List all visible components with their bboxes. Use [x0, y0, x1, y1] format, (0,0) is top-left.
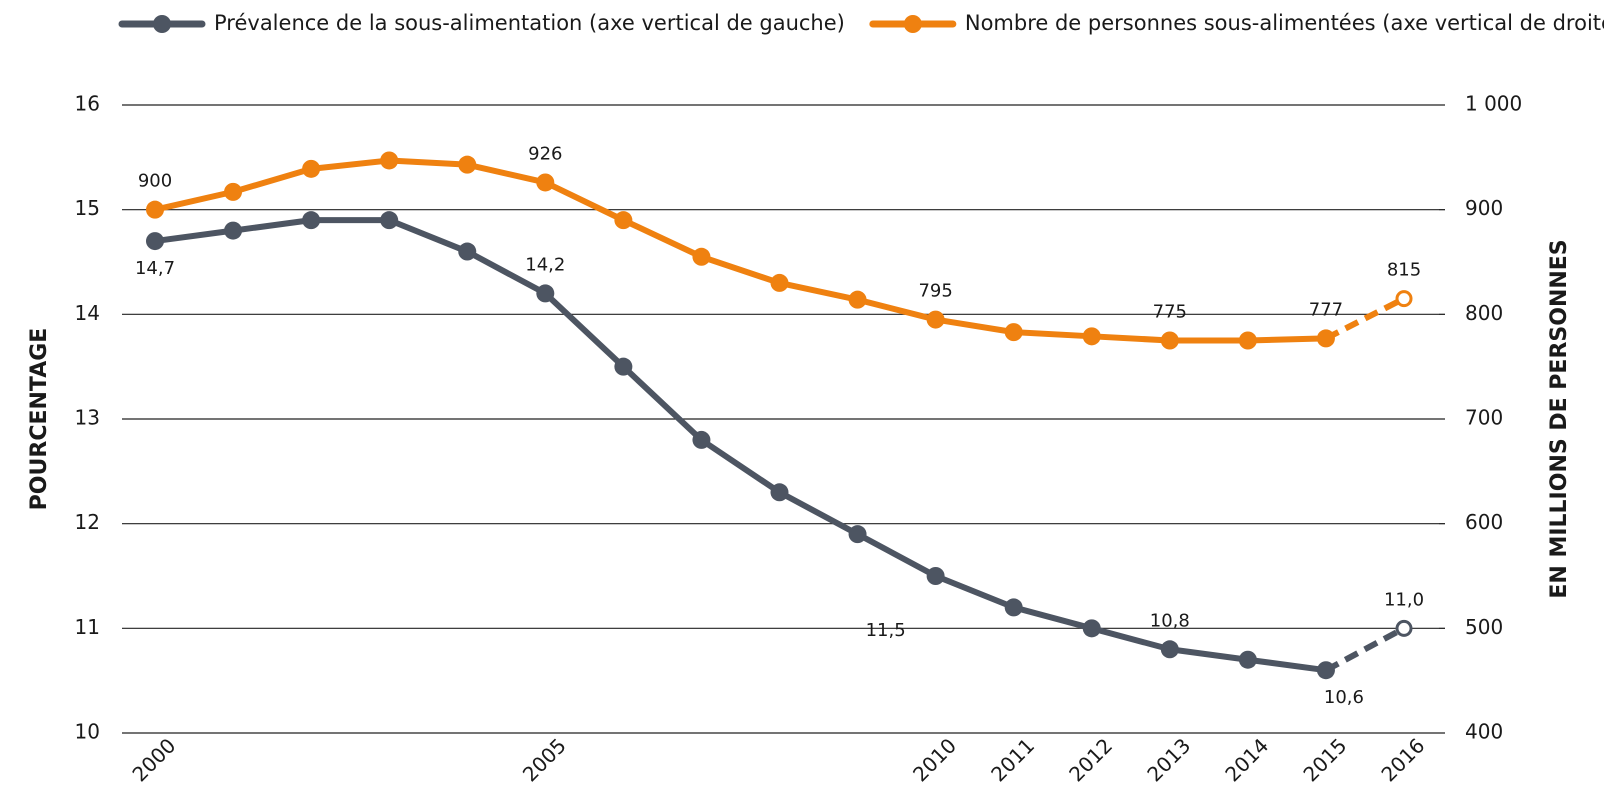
x-tick-label: 2013 [1142, 733, 1195, 786]
marker [1395, 290, 1413, 308]
marker [302, 159, 321, 178]
marker [146, 200, 164, 219]
marker [848, 290, 867, 309]
data-label: 14,7 [135, 258, 175, 279]
marker [458, 155, 477, 174]
marker [692, 247, 711, 266]
marker [926, 567, 945, 585]
legend-marker [903, 15, 922, 33]
y2-tick-label: 900 [1465, 196, 1503, 220]
y-tick-label: 15 [75, 196, 100, 220]
data-label: 14,2 [525, 254, 565, 275]
marker [614, 211, 633, 230]
y2-tick-label: 400 [1465, 720, 1503, 744]
y2-tick-label: 500 [1465, 615, 1503, 639]
marker [1160, 640, 1179, 659]
marker [770, 273, 789, 292]
marker [146, 232, 164, 251]
data-label: 795 [918, 281, 952, 302]
marker [380, 211, 399, 230]
marker [1316, 661, 1335, 680]
marker [302, 211, 321, 230]
line-projection [1324, 295, 1406, 342]
y-axis-label: POURCENTAGE [27, 328, 52, 511]
legend-label: Nombre de personnes sous-alimentées (axe… [965, 11, 1604, 35]
data-label: 900 [138, 171, 172, 192]
y2-tick-label: 800 [1465, 301, 1503, 325]
marker [1082, 327, 1101, 346]
x-tick-label: 2005 [518, 733, 571, 786]
data-label: 10,6 [1324, 687, 1364, 708]
data-label: 777 [1309, 299, 1343, 320]
marker [536, 173, 555, 192]
marker [224, 221, 243, 240]
marker [1004, 598, 1023, 617]
line-projection [1324, 625, 1406, 673]
x-tick-label: 2014 [1220, 733, 1273, 786]
marker [1395, 619, 1413, 637]
marker [692, 430, 711, 449]
data-label: 775 [1153, 302, 1187, 323]
marker [1238, 650, 1257, 669]
marker [1316, 329, 1335, 348]
x-tick-label: 2011 [986, 733, 1039, 786]
y-tick-label: 11 [75, 615, 100, 639]
y2-tick-label: 700 [1465, 406, 1503, 430]
x-tick-label: 2016 [1376, 733, 1429, 786]
marker [1238, 331, 1257, 350]
y2-tick-label: 600 [1465, 510, 1503, 534]
line [154, 217, 1327, 674]
data-label: 815 [1387, 260, 1421, 281]
marker [1082, 619, 1101, 638]
data-label: 11,0 [1384, 589, 1424, 610]
marker [770, 483, 789, 502]
y-tick-label: 16 [75, 92, 100, 116]
marker [848, 525, 867, 544]
legend-label: Prévalence de la sous-alimentation (axe … [214, 11, 845, 35]
y2-axis-label: EN MILLIONS DE PERSONNES [1547, 239, 1572, 598]
legend-marker [153, 15, 171, 33]
marker [458, 242, 477, 261]
y-tick-label: 14 [75, 301, 100, 325]
y-tick-label: 13 [75, 406, 100, 430]
y2-tick-label: 1 000 [1465, 92, 1522, 116]
marker [926, 310, 945, 329]
data-label: 11,5 [866, 620, 906, 641]
data-label: 926 [528, 143, 562, 164]
marker [224, 182, 243, 201]
marker [380, 151, 399, 170]
marker [536, 284, 555, 303]
x-tick-label: 2000 [127, 733, 180, 786]
marker [614, 357, 633, 376]
marker [1160, 331, 1179, 350]
line [154, 157, 1327, 344]
data-label: 10,8 [1150, 610, 1190, 631]
y-tick-label: 12 [75, 510, 100, 534]
y-tick-label: 10 [75, 720, 100, 744]
marker [1004, 323, 1023, 342]
x-tick-label: 2015 [1298, 733, 1351, 786]
x-tick-label: 2010 [908, 733, 961, 786]
x-tick-label: 2012 [1064, 733, 1117, 786]
